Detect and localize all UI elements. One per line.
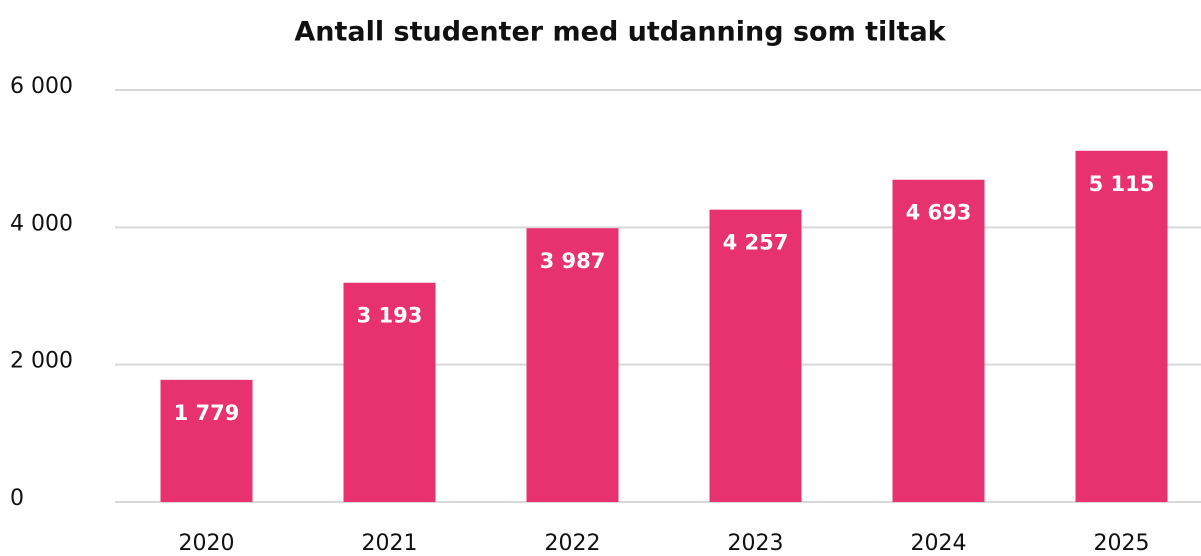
bar	[1075, 150, 1168, 502]
x-tick-label: 2025	[1094, 531, 1150, 556]
y-tick-label: 4 000	[10, 211, 73, 236]
value-label: 3 193	[357, 304, 423, 328]
x-tick-label: 2021	[362, 531, 418, 556]
y-tick-label: 0	[10, 486, 24, 511]
chart-title: Antall studenter med utdanning som tilta…	[294, 17, 946, 48]
x-tick-label: 2024	[911, 531, 967, 556]
x-tick-label: 2023	[728, 531, 784, 556]
y-tick-label: 6 000	[10, 74, 73, 99]
value-label: 4 257	[723, 231, 789, 255]
bar	[709, 209, 802, 502]
x-tick-label: 2020	[179, 531, 235, 556]
bar	[892, 179, 985, 503]
bar	[160, 379, 253, 502]
bar	[343, 282, 436, 502]
value-label: 1 779	[174, 401, 240, 425]
value-label: 4 693	[906, 201, 972, 225]
bar	[526, 228, 619, 502]
value-label: 5 115	[1089, 172, 1155, 196]
x-tick-label: 2022	[545, 531, 601, 556]
value-label: 3 987	[540, 249, 606, 273]
y-tick-label: 2 000	[10, 349, 73, 374]
